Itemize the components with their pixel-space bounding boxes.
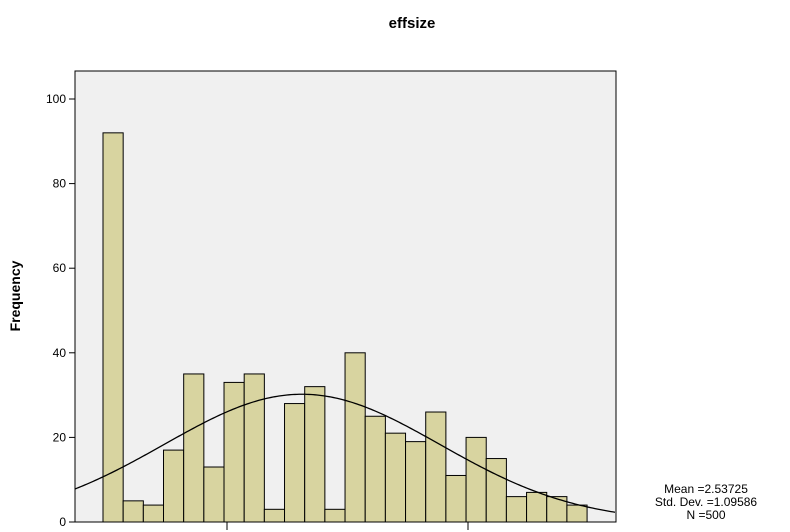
y-tick-label: 80 (53, 177, 67, 191)
histogram-bar (505, 496, 528, 523)
stats-mean: Mean =2.53725 (664, 482, 748, 496)
y-tick-label: 40 (53, 346, 67, 360)
y-tick-label: 20 (53, 430, 67, 444)
histogram-bar (485, 458, 507, 523)
histogram-bar (425, 411, 447, 523)
normal-curve (74, 393, 616, 513)
histogram-bar (102, 132, 124, 523)
histogram-bar (526, 491, 548, 523)
histogram-bar (263, 508, 286, 523)
y-tick-label: 100 (46, 92, 66, 106)
histogram-bar (405, 441, 427, 523)
histogram-bar (223, 381, 245, 523)
y-axis: 0 20 40 60 80 100 (46, 92, 75, 529)
y-tick-label: 60 (53, 261, 67, 275)
stats-sd: Std. Dev. =1.09586 (655, 495, 758, 509)
histogram-bar (284, 403, 306, 523)
histogram-bar (445, 474, 467, 523)
y-axis-label: Frequency (7, 260, 23, 331)
y-tick-label: 0 (59, 515, 66, 529)
histogram-bar (243, 373, 265, 523)
histogram-bar (142, 504, 165, 523)
histogram-bar (304, 386, 326, 523)
histogram-bar (465, 436, 487, 523)
histogram-bar (183, 373, 205, 523)
histogram-bar (364, 415, 386, 523)
histogram-bar (122, 500, 144, 523)
stats-n: N =500 (686, 508, 725, 522)
bars-group (102, 132, 588, 523)
chart-title: effsize (389, 15, 436, 32)
histogram-bar (344, 352, 366, 523)
histogram-bar (324, 508, 346, 523)
histogram-bar (384, 432, 407, 523)
histogram-bar (566, 504, 588, 523)
histogram-bar (163, 449, 185, 523)
x-axis (226, 522, 469, 530)
histogram-bar (203, 466, 225, 523)
